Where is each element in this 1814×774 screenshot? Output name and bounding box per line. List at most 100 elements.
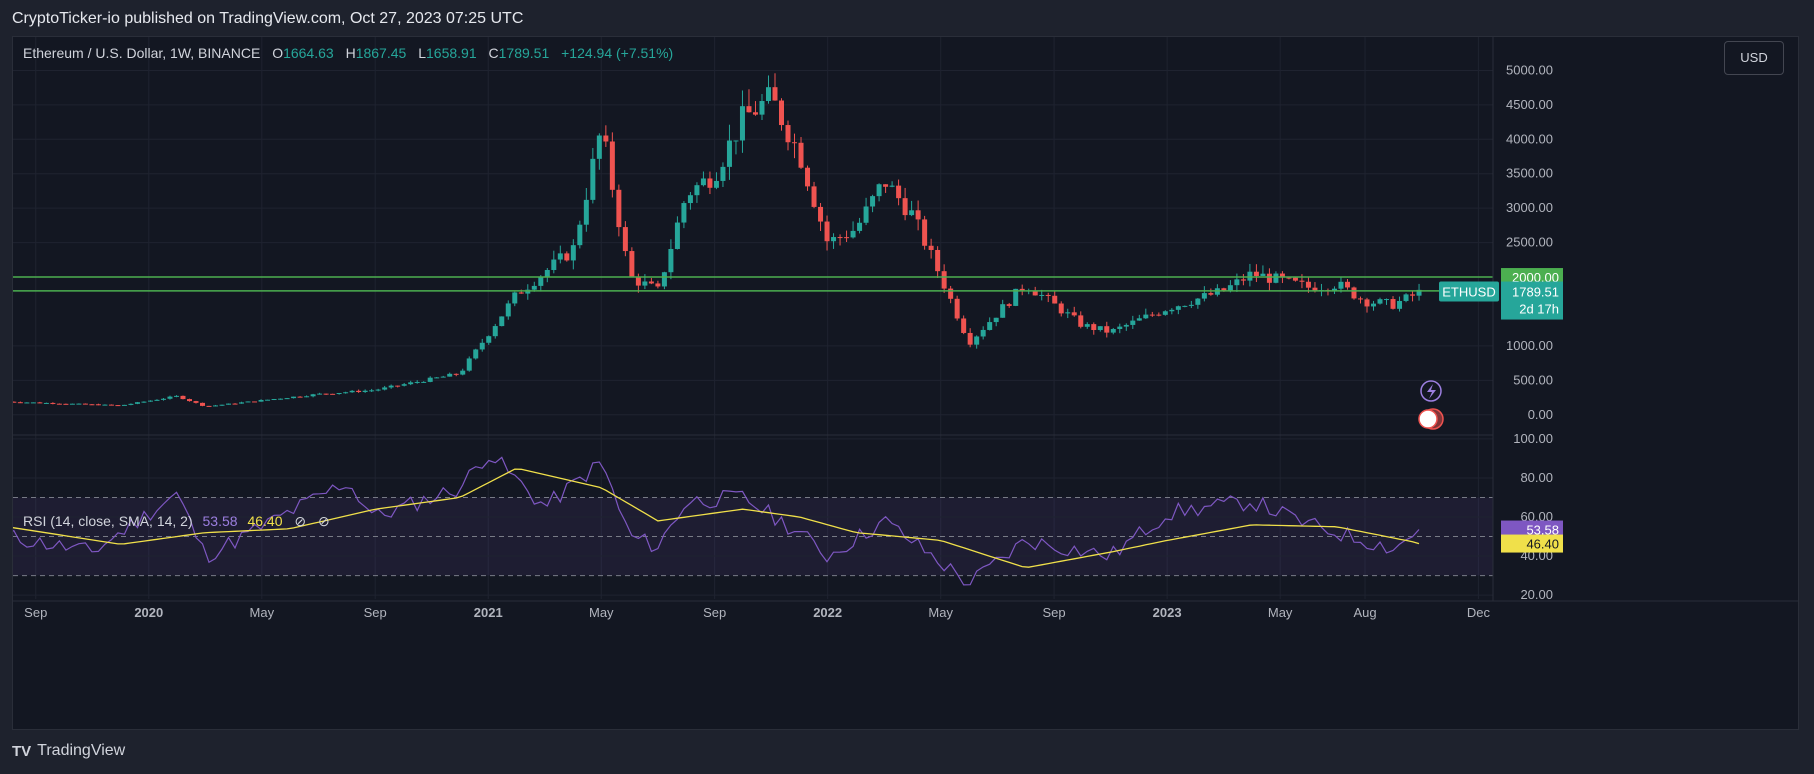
candle-body [1123, 324, 1129, 327]
candle-body [479, 342, 485, 350]
candle-body [271, 399, 277, 401]
footer-brand: TradingView [37, 742, 126, 759]
candle-body [805, 167, 811, 187]
candle-body [252, 401, 258, 403]
candle-body [941, 271, 947, 289]
candle-body [668, 248, 674, 273]
candle-body [43, 402, 49, 404]
candle-body [1156, 314, 1162, 316]
candle-body [661, 272, 667, 287]
candle-body [967, 332, 973, 345]
time-axis-label: 2020 [134, 605, 163, 620]
candle-body [896, 185, 902, 199]
last-price-tag [1501, 281, 1563, 320]
candle-body [798, 142, 804, 168]
candle-body [551, 259, 557, 271]
candle-body [518, 292, 524, 294]
chart-svg[interactable]: 5000.00 4500.00 4000.00 3500.00 3000.00 2500.… [13, 37, 1798, 729]
candle-body [831, 237, 837, 242]
candle-body [687, 195, 693, 204]
visibility-icon[interactable]: ⊘ [294, 513, 307, 529]
candle-body [1065, 312, 1071, 314]
candle-body [37, 402, 43, 404]
candle-body [317, 393, 323, 395]
candle-body [993, 317, 999, 323]
candle-body [1058, 303, 1064, 314]
candle-body [525, 289, 531, 294]
candle-body [746, 106, 752, 113]
candle-body [388, 385, 394, 388]
candle-body [505, 303, 511, 317]
candle-body [720, 166, 726, 181]
candle-body [486, 336, 492, 343]
candle-body [180, 395, 186, 400]
candle-body [1240, 279, 1246, 281]
candle-body [63, 403, 69, 405]
candle-body [362, 390, 368, 392]
symbol-label: Ethereum / U.S. Dollar, 1W, BINANCE [23, 45, 261, 61]
currency-button[interactable]: USD [1724, 41, 1784, 75]
candle-body [531, 285, 537, 290]
candle-body [330, 393, 336, 395]
candle-body [17, 402, 23, 404]
candle-body [56, 403, 62, 405]
candle-body [792, 142, 798, 144]
candle-body [1091, 324, 1097, 331]
candle-body [1305, 281, 1311, 288]
time-axis-label: Sep [24, 605, 47, 620]
candle-body [935, 249, 941, 272]
candle-body [1175, 306, 1181, 310]
candle-body [1221, 288, 1227, 291]
visibility-icon-2[interactable]: ⊘ [318, 513, 330, 529]
candle-body [544, 270, 550, 278]
candle-body [596, 135, 602, 159]
candle-body [726, 140, 732, 167]
open-value: 1664.63 [283, 45, 334, 61]
rsi-legend: RSI (14, close, SMA, 14, 2) 53.58 46.40 … [23, 513, 330, 530]
candle-body [733, 140, 739, 142]
candle-body [1071, 312, 1077, 316]
close-label: C [488, 45, 499, 61]
time-axis-label: 2023 [1153, 605, 1182, 620]
candle-body [1312, 287, 1318, 292]
candle-body [876, 184, 882, 197]
candle-body [95, 404, 101, 406]
candle-body [889, 185, 895, 187]
candle-body [356, 390, 362, 392]
candle-body [473, 349, 479, 359]
publish-header: CryptoTicker-io published on TradingView… [0, 0, 1814, 38]
time-axis-label: May [250, 605, 275, 620]
candle-body [89, 404, 95, 406]
candle-body [870, 196, 876, 207]
candle-body [648, 281, 654, 284]
candle-body [883, 184, 889, 187]
candle-body [219, 404, 225, 406]
candle-body [948, 288, 954, 299]
candle-body [147, 400, 153, 402]
candle-body [622, 227, 628, 252]
candle-body [382, 387, 388, 390]
candle-body [837, 237, 843, 239]
flash-event-icon [1420, 380, 1442, 402]
candle-body [583, 199, 589, 225]
candle-body [108, 404, 114, 406]
candle-body [1104, 326, 1110, 333]
candle-body [1279, 273, 1285, 278]
low-value: 1658.91 [426, 45, 477, 61]
price-axis-label: 1000.00 [1506, 338, 1553, 353]
candle-body [1006, 304, 1012, 306]
candle-body [616, 189, 622, 228]
publish-line: CryptoTicker-io published on TradingView… [12, 10, 524, 27]
candle-body [1344, 281, 1350, 288]
candle-body [681, 203, 687, 223]
candle-body [1338, 281, 1344, 289]
candle-body [447, 373, 453, 377]
candle-body [226, 403, 232, 405]
candle-body [772, 87, 778, 101]
candle-body [1331, 288, 1337, 291]
level-tag-label: 2000.00 [1512, 270, 1559, 285]
open-label: O [272, 45, 284, 61]
chart-frame[interactable]: 5000.00 4500.00 4000.00 3500.00 3000.00 2500.… [12, 36, 1799, 730]
candle-body [1013, 288, 1019, 306]
candle-body [564, 253, 570, 261]
